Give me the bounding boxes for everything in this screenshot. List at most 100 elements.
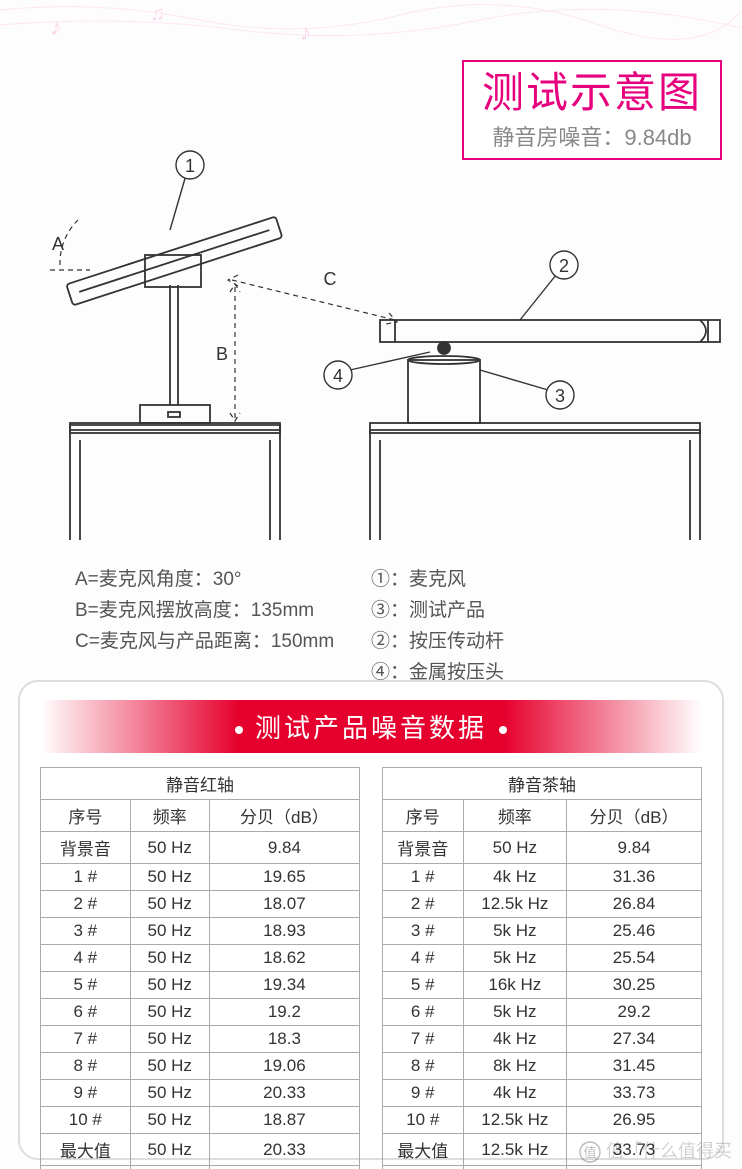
callout-3: 3 (555, 386, 565, 406)
table-cell: 29.2 (567, 999, 702, 1026)
svg-text:♪: ♪ (50, 14, 62, 41)
table-cell: 2 # (41, 891, 131, 918)
page: ♪ ♫ ♪ 测试示意图 静音房噪音：9.84db (0, 0, 742, 1169)
table-row: 8 #8k Hz31.45 (383, 1053, 702, 1080)
banner: 测试产品噪音数据 (40, 700, 702, 753)
th-seq: 序号 (41, 800, 131, 832)
table-cell: 50 Hz (130, 1107, 209, 1134)
table-cell: 4k Hz (463, 1166, 567, 1169)
th-db: 分贝（dB） (567, 800, 702, 832)
table-cell: 9 # (41, 1080, 131, 1107)
legend-2: ②：按压传动杆 (371, 626, 667, 653)
table-row: 4 #50 Hz18.62 (41, 945, 360, 972)
test-diagram: 1 2 3 4 A B C (0, 60, 742, 540)
table-cell: 50 Hz (130, 891, 209, 918)
table-cell: 10 # (41, 1107, 131, 1134)
table-cell: 19.06 (209, 1053, 359, 1080)
table-header-row: 序号 频率 分贝（dB） (41, 800, 360, 832)
table-cell: 6 # (383, 999, 464, 1026)
table-cell: 4k Hz (463, 864, 567, 891)
table-cell: 12.5k Hz (463, 1134, 567, 1166)
table-cell: 18.3 (209, 1026, 359, 1053)
table-cell: 背景音 (383, 832, 464, 864)
table-row: 最小值4k Hz25.46 (383, 1166, 702, 1169)
table-cell: 4k Hz (463, 1026, 567, 1053)
table-cell: 5k Hz (463, 918, 567, 945)
table-row: 1 #50 Hz19.65 (41, 864, 360, 891)
table-cell: 4k Hz (463, 1080, 567, 1107)
table-row: 10 #12.5k Hz26.95 (383, 1107, 702, 1134)
table-cell: 8k Hz (463, 1053, 567, 1080)
table-row: 9 #4k Hz33.73 (383, 1080, 702, 1107)
table2-body: 背景音50 Hz9.841 #4k Hz31.362 #12.5k Hz26.8… (383, 832, 702, 1169)
watermark-text: 值「什么值得买 (606, 1141, 732, 1161)
table-row: 1 #4k Hz31.36 (383, 864, 702, 891)
table-cell: 31.36 (567, 864, 702, 891)
table-cell: 19.2 (209, 999, 359, 1026)
table-cell: 50 Hz (130, 1134, 209, 1166)
watermark: 值 值「什么值得买 (579, 1137, 732, 1163)
table-cell: 3 # (41, 918, 131, 945)
table-cell: 50 Hz (130, 945, 209, 972)
table-cell: 50 Hz (130, 999, 209, 1026)
table-cell: 1 # (41, 864, 131, 891)
table-tea-switch: 静音茶轴 序号 频率 分贝（dB） 背景音50 Hz9.841 #4k Hz31… (382, 767, 702, 1169)
label-c: C (324, 269, 337, 289)
table-row: 3 #50 Hz18.93 (41, 918, 360, 945)
table-red-switch: 静音红轴 序号 频率 分贝（dB） 背景音50 Hz9.841 #50 Hz19… (40, 767, 360, 1169)
table-cell: 最小值 (383, 1166, 464, 1169)
dot-icon (499, 726, 507, 734)
table-cell: 4 # (383, 945, 464, 972)
table2-title: 静音茶轴 (383, 768, 702, 800)
bg-music-notes: ♪ ♫ ♪ (0, 0, 742, 60)
legend-a: A=麦克风角度：30° (75, 564, 371, 591)
legend-b: B=麦克风摆放高度：135mm (75, 595, 371, 622)
table-row: 2 #12.5k Hz26.84 (383, 891, 702, 918)
table-row: 8 #50 Hz19.06 (41, 1053, 360, 1080)
table-cell: 50 Hz (130, 918, 209, 945)
table-cell: 50 Hz (130, 1080, 209, 1107)
table-cell: 18.07 (209, 891, 359, 918)
table-cell: 6 # (41, 999, 131, 1026)
table-cell: 5k Hz (463, 999, 567, 1026)
table-cell: 1 # (383, 864, 464, 891)
table-cell: 5 # (41, 972, 131, 999)
table-cell: 50 Hz (463, 832, 567, 864)
table-cell: 26.84 (567, 891, 702, 918)
data-card: 测试产品噪音数据 静音红轴 序号 频率 分贝（dB） 背景音50 Hz9.841… (18, 680, 724, 1160)
table-cell: 19.34 (209, 972, 359, 999)
label-a: A (52, 234, 64, 254)
table1-title: 静音红轴 (41, 768, 360, 800)
table-cell: 9.84 (209, 832, 359, 864)
table-header-row: 序号 频率 分贝（dB） (383, 800, 702, 832)
table-row: 最大值50 Hz20.33 (41, 1134, 360, 1166)
table-cell: 50 Hz (130, 864, 209, 891)
legend-c: C=麦克风与产品距离：150mm (75, 626, 371, 653)
table-row: 3 #5k Hz25.46 (383, 918, 702, 945)
table-cell: 最大值 (383, 1134, 464, 1166)
svg-text:♪: ♪ (300, 20, 311, 45)
table-row: 最小值50 Hz18.07 (41, 1166, 360, 1169)
table-cell: 12.5k Hz (463, 1107, 567, 1134)
table-cell: 18.93 (209, 918, 359, 945)
callout-1: 1 (185, 156, 195, 176)
table-row: 背景音50 Hz9.84 (41, 832, 360, 864)
th-db: 分贝（dB） (209, 800, 359, 832)
legend-1: ①：麦克风 (371, 564, 667, 591)
table-cell: 20.33 (209, 1134, 359, 1166)
table-cell: 最小值 (41, 1166, 131, 1169)
table-cell: 27.34 (567, 1026, 702, 1053)
table-cell: 18.62 (209, 945, 359, 972)
table-cell: 50 Hz (130, 1053, 209, 1080)
label-b: B (216, 344, 228, 364)
table-cell: 18.07 (209, 1166, 359, 1169)
table-cell: 25.46 (567, 1166, 702, 1169)
table-row: 6 #50 Hz19.2 (41, 999, 360, 1026)
table-cell: 最大值 (41, 1134, 131, 1166)
table-cell: 50 Hz (130, 972, 209, 999)
table-row: 9 #50 Hz20.33 (41, 1080, 360, 1107)
table-row: 10 #50 Hz18.87 (41, 1107, 360, 1134)
table-cell: 9 # (383, 1080, 464, 1107)
table-cell: 背景音 (41, 832, 131, 864)
callout-2: 2 (559, 256, 569, 276)
